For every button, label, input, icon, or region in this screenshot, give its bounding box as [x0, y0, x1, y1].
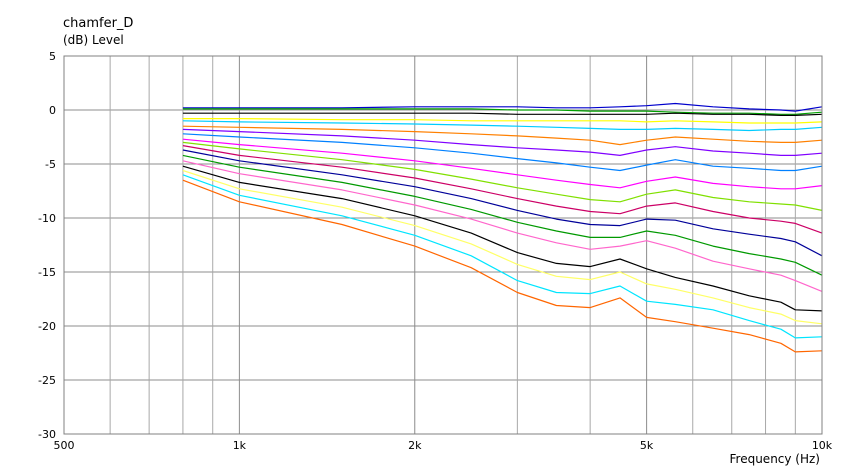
series-line	[182, 179, 823, 353]
series-line	[182, 149, 823, 257]
chart-title: chamfer_D	[63, 16, 133, 31]
series-line	[182, 169, 823, 325]
y-tick-label: -15	[38, 266, 56, 279]
y-tick-label: 0	[49, 104, 56, 117]
y-tick-label: -5	[45, 158, 56, 171]
y-tick-label: 5	[49, 50, 56, 63]
data-series	[182, 102, 823, 353]
series-line	[182, 165, 823, 312]
series-line	[182, 120, 823, 132]
series-line	[182, 138, 823, 190]
y-axis-label: (dB) Level	[63, 33, 124, 47]
series-line	[182, 160, 823, 292]
series-line	[182, 102, 823, 112]
x-tick-label: 10k	[812, 439, 833, 452]
series-line	[182, 117, 823, 124]
y-tick-label: -10	[38, 212, 56, 225]
series-line	[182, 141, 823, 211]
series-line	[182, 108, 823, 115]
x-tick-label: 5k	[640, 439, 654, 452]
x-tick-label: 500	[54, 439, 75, 452]
series-line	[182, 125, 823, 146]
series-line	[182, 133, 823, 172]
y-tick-label: -30	[38, 428, 56, 441]
series-line	[182, 128, 823, 156]
y-tick-label: -25	[38, 374, 56, 387]
plot-frame	[63, 55, 823, 435]
series-line	[182, 174, 823, 339]
y-tick-label: -20	[38, 320, 56, 333]
series-line	[182, 154, 823, 276]
x-tick-label: 1k	[233, 439, 247, 452]
x-axis-label: Frequency (Hz)	[730, 452, 821, 466]
series-line	[182, 112, 823, 117]
x-tick-label: 2k	[408, 439, 422, 452]
series-line	[182, 145, 823, 234]
